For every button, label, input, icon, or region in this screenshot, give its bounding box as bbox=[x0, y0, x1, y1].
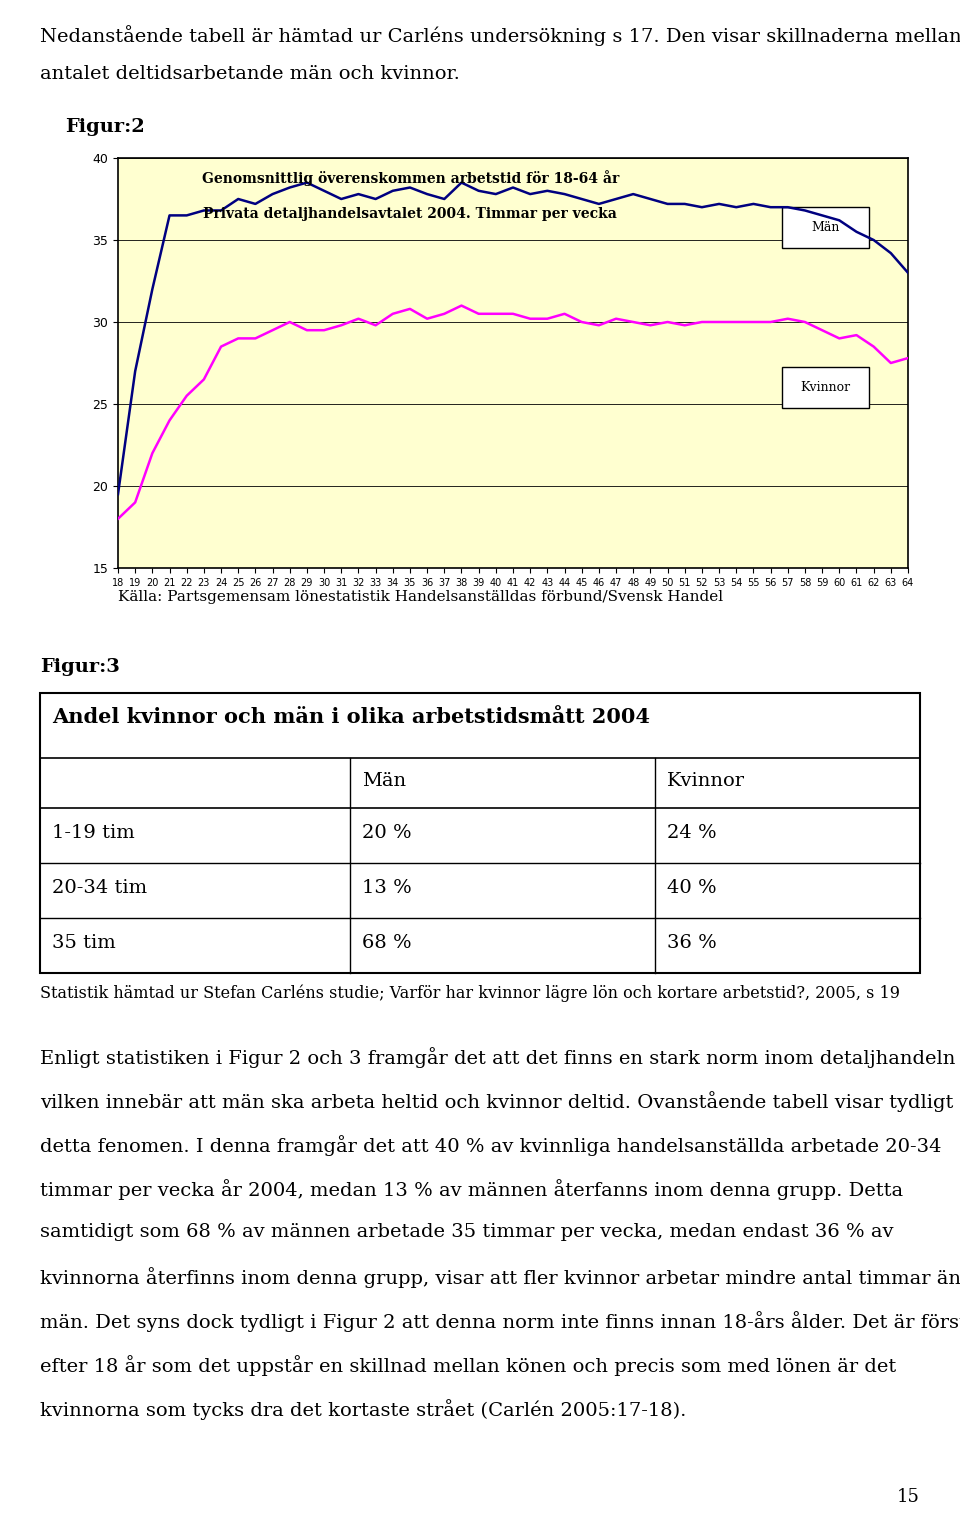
Text: Nedanstående tabell är hämtad ur Carléns undersökning s 17. Den visar skillnader: Nedanstående tabell är hämtad ur Carléns… bbox=[40, 24, 960, 46]
Text: Enligt statistiken i Figur 2 och 3 framgår det att det finns en stark norm inom : Enligt statistiken i Figur 2 och 3 framg… bbox=[40, 1047, 955, 1069]
Text: 35 tim: 35 tim bbox=[52, 934, 116, 952]
Text: detta fenomen. I denna framgår det att 40 % av kvinnliga handelsanställda arbeta: detta fenomen. I denna framgår det att 4… bbox=[40, 1135, 942, 1155]
Bar bbox=[40, 694, 920, 973]
Text: 36 %: 36 % bbox=[667, 934, 717, 952]
FancyBboxPatch shape bbox=[781, 367, 869, 408]
Text: Figur:3: Figur:3 bbox=[40, 657, 120, 676]
Text: efter 18 år som det uppstår en skillnad mellan könen och precis som med lönen är: efter 18 år som det uppstår en skillnad … bbox=[40, 1356, 897, 1375]
Text: Män: Män bbox=[362, 773, 406, 789]
Text: Statistik hämtad ur Stefan Carléns studie; Varför har kvinnor lägre lön och kort: Statistik hämtad ur Stefan Carléns studi… bbox=[40, 985, 900, 1002]
Text: 20 %: 20 % bbox=[362, 824, 412, 842]
Text: kvinnorna som tycks dra det kortaste strået (Carlén 2005:17-18).: kvinnorna som tycks dra det kortaste str… bbox=[40, 1400, 686, 1419]
Text: kvinnorna återfinns inom denna grupp, visar att fler kvinnor arbetar mindre anta: kvinnorna återfinns inom denna grupp, vi… bbox=[40, 1268, 960, 1287]
Text: 40 %: 40 % bbox=[667, 879, 716, 897]
Text: Genomsnittlig överenskommen arbetstid för 18-64 år: Genomsnittlig överenskommen arbetstid fö… bbox=[202, 170, 619, 187]
Text: 13 %: 13 % bbox=[362, 879, 412, 897]
Text: män. Det syns dock tydligt i Figur 2 att denna norm inte finns innan 18-års ålde: män. Det syns dock tydligt i Figur 2 att… bbox=[40, 1312, 960, 1331]
Text: Kvinnor: Kvinnor bbox=[800, 381, 851, 395]
Text: Privata detaljhandelsavtalet 2004. Timmar per vecka: Privata detaljhandelsavtalet 2004. Timma… bbox=[204, 206, 617, 222]
Text: antalet deltidsarbetande män och kvinnor.: antalet deltidsarbetande män och kvinnor… bbox=[40, 65, 460, 83]
FancyBboxPatch shape bbox=[781, 206, 869, 249]
Text: samtidigt som 68 % av männen arbetade 35 timmar per vecka, medan endast 36 % av: samtidigt som 68 % av männen arbetade 35… bbox=[40, 1224, 894, 1242]
Text: vilken innebär att män ska arbeta heltid och kvinnor deltid. Ovanstående tabell : vilken innebär att män ska arbeta heltid… bbox=[40, 1091, 953, 1113]
Text: 20-34 tim: 20-34 tim bbox=[52, 879, 147, 897]
Text: Män: Män bbox=[811, 222, 839, 234]
Text: 24 %: 24 % bbox=[667, 824, 716, 842]
Text: Källa: Partsgemensam lönestatistik Handelsanställdas förbund/Svensk Handel: Källa: Partsgemensam lönestatistik Hande… bbox=[118, 591, 723, 604]
Text: Andel kvinnor och män i olika arbetstidsmått 2004: Andel kvinnor och män i olika arbetstids… bbox=[52, 707, 650, 727]
Text: Kvinnor: Kvinnor bbox=[667, 773, 745, 789]
Text: timmar per vecka år 2004, medan 13 % av männen återfanns inom denna grupp. Detta: timmar per vecka år 2004, medan 13 % av … bbox=[40, 1179, 903, 1199]
Text: 15: 15 bbox=[898, 1488, 920, 1506]
Text: Figur:2: Figur:2 bbox=[65, 118, 145, 137]
Text: 68 %: 68 % bbox=[362, 934, 412, 952]
Text: 1-19 tim: 1-19 tim bbox=[52, 824, 134, 842]
